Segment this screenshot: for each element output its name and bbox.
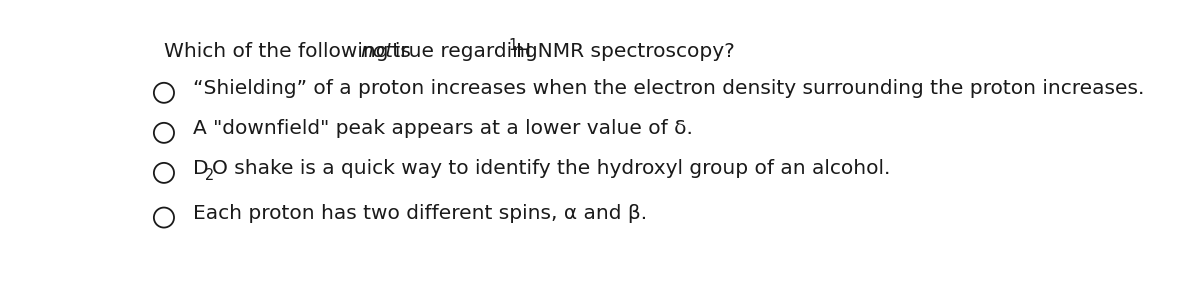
Text: A "downfield" peak appears at a lower value of δ.: A "downfield" peak appears at a lower va… [193, 119, 692, 138]
Text: Each proton has two different spins, α and β.: Each proton has two different spins, α a… [193, 204, 647, 223]
Ellipse shape [154, 83, 174, 103]
Text: O shake is a quick way to identify the hydroxyl group of an alcohol.: O shake is a quick way to identify the h… [212, 160, 890, 178]
Ellipse shape [154, 123, 174, 143]
Ellipse shape [154, 207, 174, 228]
Text: not: not [360, 42, 394, 61]
Text: 2: 2 [205, 168, 214, 183]
Text: Which of the following is: Which of the following is [164, 42, 418, 61]
Text: H NMR spectroscopy?: H NMR spectroscopy? [516, 42, 734, 61]
Text: true regarding: true regarding [385, 42, 544, 61]
Ellipse shape [154, 163, 174, 183]
Text: “Shielding” of a proton increases when the electron density surrounding the prot: “Shielding” of a proton increases when t… [193, 79, 1144, 98]
Text: D: D [193, 160, 209, 178]
Text: 1: 1 [509, 38, 517, 53]
